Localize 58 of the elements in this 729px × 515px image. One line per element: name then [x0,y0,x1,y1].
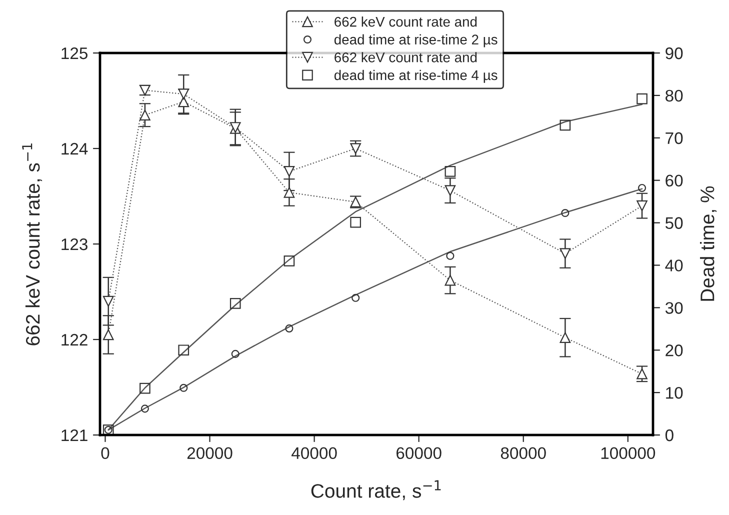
point [140,110,150,120]
point [636,200,648,212]
x-tick-label: 100000 [601,447,656,460]
y2-tick-label: 20 [666,344,683,356]
y2-axis-title: Dead time, % [700,186,717,301]
point [560,332,571,344]
point [230,298,241,309]
point [178,96,190,108]
point [102,329,114,340]
x-axis-title: Count rate, s$^{−1}$ [311,480,441,500]
point [352,294,360,302]
y-tick-label: 121 [62,429,88,442]
point [444,185,456,196]
x-tick-label: 0 [101,447,110,460]
y-tick-label: 123 [62,238,88,250]
y2-tick-label: 40 [665,260,683,272]
legend-label: dead time at rise-time 2 µs [334,34,498,48]
y-tick-label: 124 [62,142,88,155]
x-tick-label: 20000 [187,447,232,460]
point [178,88,190,100]
point [446,252,454,260]
point [140,382,150,394]
point [444,166,456,177]
point [444,274,456,286]
point [350,143,362,154]
point [178,344,190,356]
point [350,216,362,228]
legend-label: 662 keV count rate and [334,16,477,27]
point [284,187,295,198]
point [102,296,114,307]
y2-tick-label: 10 [666,386,683,399]
point [140,404,149,413]
legend-label: dead time at rise-time 4 µs [334,70,498,83]
y-axis-title: 662 keV count rate, s$^{−1}$ [22,144,42,346]
x-tick-label: 80000 [500,447,546,460]
point [636,93,648,104]
y2-tick-label: 70 [666,132,683,144]
point [638,184,646,192]
point [560,120,571,131]
y-tick-label: 125 [62,47,88,60]
x-tick-label: 60000 [396,447,442,460]
point [561,208,570,218]
y2-tick-label: 0 [665,429,674,442]
legend-label: 662 keV count rate and [334,52,477,62]
y2-tick-label: 30 [665,302,683,314]
point [636,368,648,380]
x-tick-label: 40000 [292,447,337,460]
y2-tick-label: 60 [666,174,683,187]
point [180,384,188,392]
y2-tick-label: 80 [666,90,683,102]
y-tick-label: 122 [62,334,88,346]
point [284,166,295,177]
point [285,324,294,332]
y2-tick-label: 90 [666,47,683,60]
y2-tick-label: 50 [665,217,683,229]
point [231,350,240,358]
point [560,248,571,259]
point [284,256,295,266]
